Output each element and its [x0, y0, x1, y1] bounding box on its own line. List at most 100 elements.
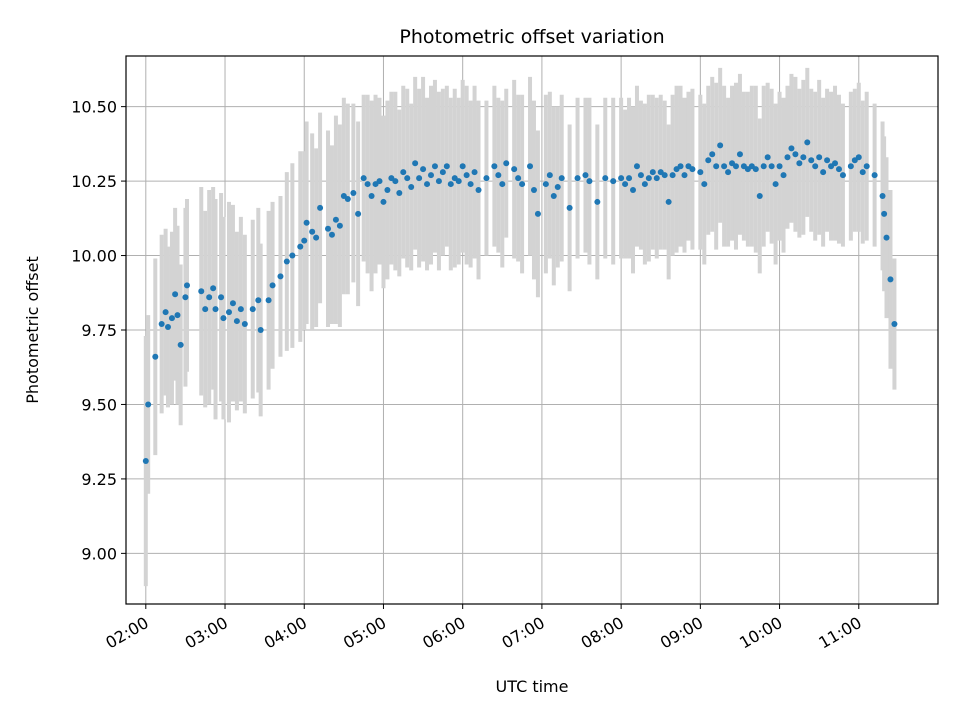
data-point — [313, 234, 320, 241]
data-point — [725, 169, 732, 176]
data-point — [808, 157, 815, 164]
data-point — [709, 151, 716, 158]
data-point — [792, 151, 799, 158]
data-point — [515, 175, 522, 182]
data-point — [408, 184, 415, 191]
data-point — [784, 154, 791, 161]
data-point — [218, 294, 225, 301]
data-point — [653, 175, 660, 182]
y-tick-label: 9.75 — [81, 321, 117, 340]
data-point — [317, 204, 324, 211]
data-point — [645, 175, 652, 182]
data-point — [855, 154, 862, 161]
data-point — [511, 166, 518, 173]
data-point — [229, 300, 236, 307]
data-point — [210, 285, 217, 292]
data-point — [404, 175, 411, 182]
data-point — [142, 458, 149, 465]
data-point — [328, 231, 335, 238]
data-point — [847, 163, 854, 170]
data-point — [649, 169, 656, 176]
data-point — [530, 187, 537, 194]
data-point — [269, 282, 276, 289]
data-point — [297, 243, 304, 250]
data-point — [265, 297, 272, 304]
data-point — [812, 163, 819, 170]
data-point — [602, 175, 609, 182]
data-point — [164, 324, 171, 331]
point-layer — [142, 139, 898, 465]
data-point — [392, 178, 399, 185]
data-point — [582, 172, 589, 179]
data-point — [355, 210, 362, 217]
data-point — [701, 181, 708, 188]
data-point — [416, 175, 423, 182]
data-point — [717, 142, 724, 149]
data-point — [491, 163, 498, 170]
data-point — [594, 198, 601, 205]
data-point — [483, 175, 490, 182]
data-point — [760, 163, 767, 170]
data-point — [212, 306, 219, 313]
data-point — [183, 282, 190, 289]
data-point — [891, 321, 898, 328]
data-point — [380, 198, 387, 205]
data-point — [519, 181, 526, 188]
data-point — [839, 172, 846, 179]
data-point — [376, 178, 383, 185]
data-point — [879, 192, 886, 199]
data-point — [158, 321, 165, 328]
data-point — [499, 181, 506, 188]
data-point — [824, 157, 831, 164]
data-point — [503, 160, 510, 167]
y-tick-label: 10.00 — [71, 247, 117, 266]
data-point — [542, 181, 549, 188]
data-point — [364, 181, 371, 188]
data-point — [431, 163, 438, 170]
data-point — [202, 306, 209, 313]
data-point — [863, 163, 870, 170]
data-point — [681, 172, 688, 179]
data-point — [736, 151, 743, 158]
data-point — [689, 166, 696, 173]
data-point — [558, 175, 565, 182]
data-point — [622, 181, 629, 188]
data-point — [752, 166, 759, 173]
data-point — [768, 163, 775, 170]
data-point — [283, 258, 290, 265]
data-point — [566, 204, 573, 211]
data-point — [249, 306, 256, 313]
data-point — [804, 139, 811, 146]
data-point — [344, 195, 351, 202]
x-axis-title: UTC time — [496, 677, 569, 696]
data-point — [835, 166, 842, 173]
data-point — [618, 175, 625, 182]
data-point — [471, 169, 478, 176]
data-point — [475, 187, 482, 194]
data-point — [443, 163, 450, 170]
data-point — [198, 288, 205, 295]
data-point — [721, 163, 728, 170]
data-point — [796, 160, 803, 167]
data-point — [574, 175, 581, 182]
data-point — [756, 192, 763, 199]
data-point — [289, 252, 296, 259]
data-point — [776, 163, 783, 170]
data-point — [237, 306, 244, 313]
y-tick-label: 9.50 — [81, 395, 117, 414]
data-point — [732, 163, 739, 170]
data-point — [887, 276, 894, 283]
data-point — [427, 172, 434, 179]
data-point — [332, 216, 339, 223]
data-point — [586, 178, 593, 185]
data-point — [350, 190, 357, 196]
y-tick-label: 9.25 — [81, 470, 117, 489]
data-point — [182, 294, 189, 301]
data-point — [832, 160, 839, 167]
data-point — [206, 294, 213, 301]
data-point — [309, 228, 316, 235]
data-point — [152, 353, 159, 360]
data-point — [780, 172, 787, 179]
